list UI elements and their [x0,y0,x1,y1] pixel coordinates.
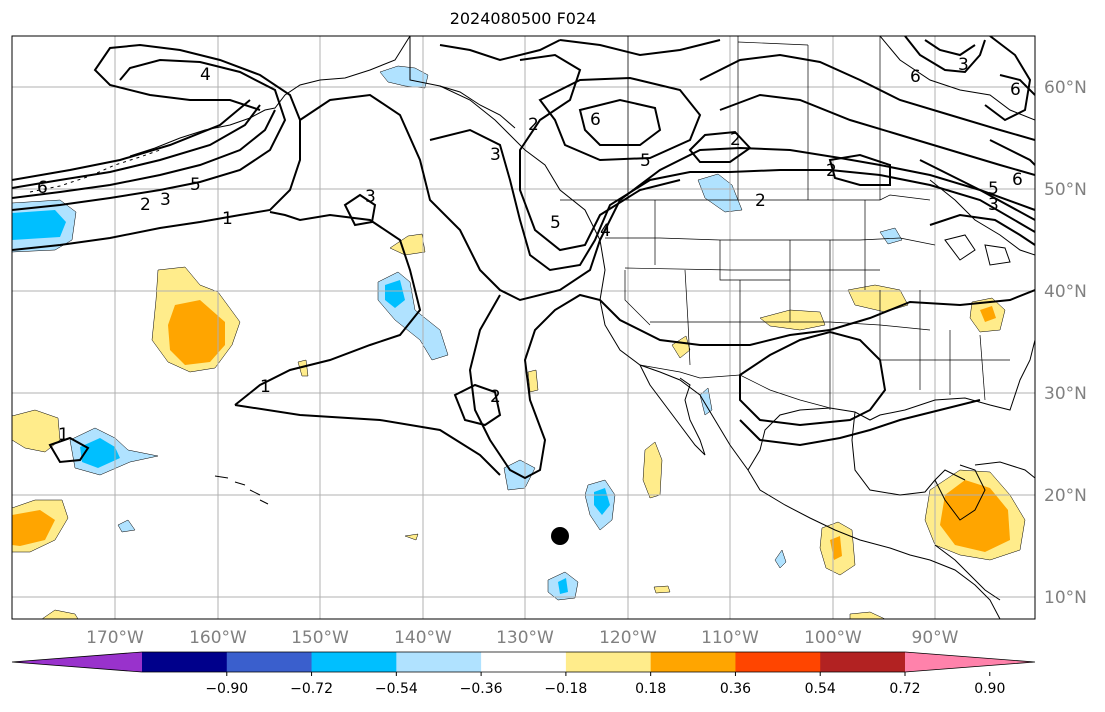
positive-anomaly-region [847,284,909,313]
colorbar-extend-max [905,652,1035,672]
coastlines [29,36,1035,619]
contour-label: 5 [190,175,201,195]
contour-label: 1 [260,377,271,397]
lat-tick-label: 40°N [1044,282,1087,302]
colorbar-tick-label: 0.72 [889,681,920,697]
contour-labels: 4 6 5 3 2 1 3 6 5 3 2 5 4 2 2 2 1 2 1 3 … [37,55,1023,445]
contour-label: 2 [490,387,501,407]
contour-label: 5 [988,179,999,199]
lon-tick-label: 120°W [599,628,657,648]
contour-label: 5 [640,151,651,171]
contour-label: 6 [910,67,921,87]
colorbar-tick-label: 0.54 [805,681,836,697]
colorbar: −0.90 −0.72 −0.54 −0.36 −0.18 0.18 0.36 0.54 0.7… [11,651,1036,697]
lon-tick-label: 110°W [701,628,759,648]
contour-label: 2 [826,161,837,181]
positive-anomaly-core [940,480,1010,552]
positive-anomaly-region [671,335,691,359]
lon-tick-label: 100°W [804,628,862,648]
negative-anomaly-region [879,227,903,245]
lat-tick-label: 50°N [1044,180,1087,200]
contour-label: 3 [365,187,376,207]
contour-label: 3 [958,55,969,75]
lon-tick-label: 170°W [86,628,144,648]
colorbar-tick-label: −0.54 [375,681,418,697]
longitude-labels: 170°W 160°W 150°W 140°W 130°W 120°W 110°… [86,628,959,648]
colorbar-segment [735,652,821,672]
lat-tick-label: 30°N [1044,384,1087,404]
contour-label: 4 [600,221,611,241]
location-marker [551,527,569,545]
contour-label: 4 [200,65,211,85]
contour-label: 5 [550,213,561,233]
colorbar-extend-min [12,652,142,672]
lon-tick-label: 90°W [912,628,959,648]
positive-anomaly-region [404,533,419,541]
colorbar-tick-label: −0.90 [205,681,248,697]
positive-anomaly-core [12,510,55,546]
contour-label: 2 [755,191,766,211]
positive-anomaly-region [41,609,79,619]
contour-label: 2 [730,130,741,150]
colorbar-segment [481,652,567,672]
positive-anomaly-region [12,409,61,453]
colorbar-tick-label: −0.18 [544,681,587,697]
colorbar-segment [565,652,652,672]
contour-label: 6 [37,178,48,198]
contour-label: 2 [140,195,151,215]
contour-label: 3 [160,190,171,210]
negative-anomaly-region [774,549,787,569]
lon-tick-label: 160°W [189,628,247,648]
contour-label: 1 [58,425,69,445]
contour-label: 6 [590,110,601,130]
negative-anomaly-core [12,210,66,240]
negative-anomaly-region [699,387,713,416]
latitude-labels: 60°N 50°N 40°N 30°N 20°N 10°N [1044,78,1087,608]
positive-anomaly-core [168,300,225,365]
positive-anomaly-region [527,369,539,393]
contour-label: 3 [988,195,999,215]
contour-label: 1 [222,209,233,229]
map-plot-area: 4 6 5 3 2 1 3 6 5 3 2 5 4 2 2 2 1 2 1 3 … [12,36,1035,619]
contour-label: 3 [490,145,501,165]
lat-tick-label: 60°N [1044,78,1087,98]
positive-anomaly-region [653,585,671,594]
positive-anomaly-region [297,359,309,377]
colorbar-segment [142,652,228,672]
contour-label: 6 [1012,170,1023,190]
colorbar-tick-label: −0.72 [290,681,333,697]
colorbar-tick-label: 0.90 [974,681,1005,697]
colorbar-segment [820,652,906,672]
negative-anomaly-region [697,173,743,213]
colorbar-tick-label: −0.36 [460,681,503,697]
contours [12,36,1035,480]
contour-label: 2 [528,115,539,135]
colorbar-segment [396,652,482,672]
lat-tick-label: 10°N [1044,588,1087,608]
lat-tick-label: 20°N [1044,486,1087,506]
positive-anomaly-region [849,611,886,619]
map-title: 2024080500 F024 [449,9,597,28]
contour-label: 6 [1010,80,1021,100]
lon-tick-label: 150°W [291,628,349,648]
colorbar-segment [226,652,313,672]
colorbar-segment [311,652,397,672]
colorbar-outline [11,651,1036,673]
lon-tick-label: 130°W [496,628,554,648]
negative-anomaly-region [379,65,429,89]
positive-anomaly-core [980,306,996,322]
colorbar-tick-label: 0.18 [635,681,666,697]
colorbar-segment [650,652,736,672]
negative-anomaly-core [385,280,405,308]
lon-tick-label: 140°W [394,628,452,648]
map-frame [11,35,1036,620]
colorbar-tick-label: 0.36 [720,681,751,697]
negative-anomaly-region [117,519,136,533]
negative-anomaly-core [80,438,120,468]
negative-anomaly-core [558,578,568,594]
